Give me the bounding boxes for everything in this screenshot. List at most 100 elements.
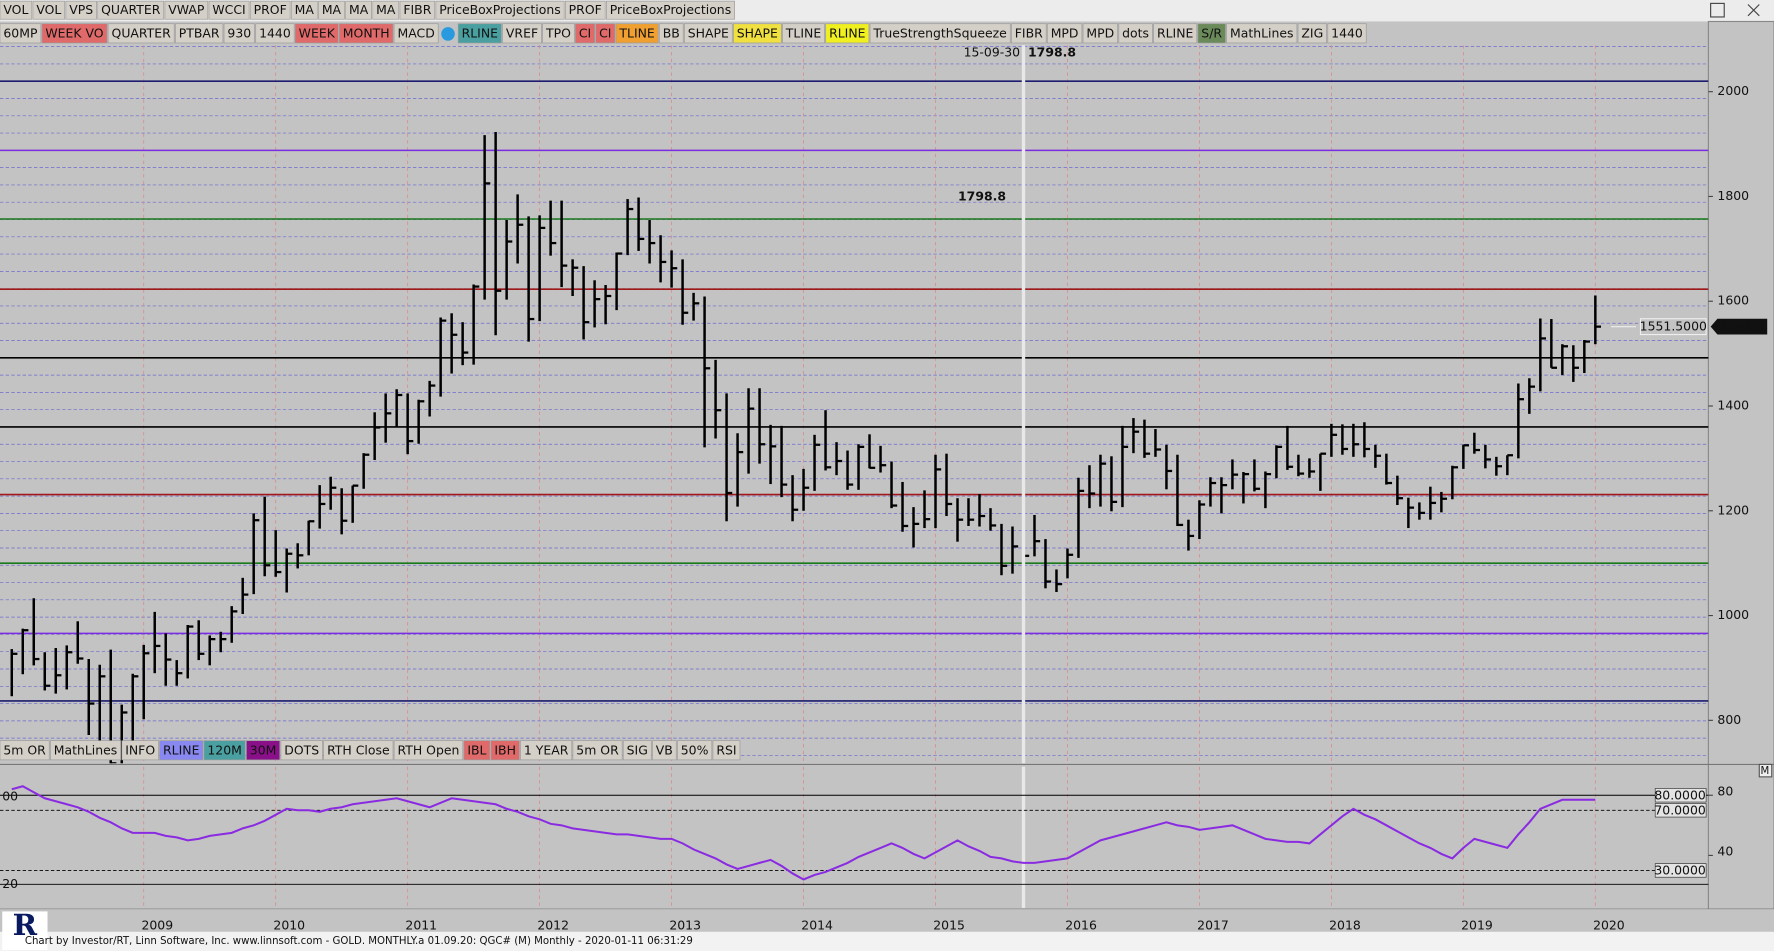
button-label: VOL: [36, 2, 61, 17]
button-label: MPD: [1051, 25, 1079, 40]
toolbar-button[interactable]: [0, 23, 42, 44]
toolbar-button[interactable]: [435, 0, 565, 20]
toolbar-button[interactable]: [595, 23, 616, 44]
toolbar-button[interactable]: [323, 740, 394, 761]
toolbar-button[interactable]: [1046, 23, 1083, 44]
close-button[interactable]: [1747, 4, 1760, 17]
toolbar-button[interactable]: [457, 23, 502, 44]
toolbar-button[interactable]: [65, 0, 97, 20]
level-label: 80.0000: [1654, 787, 1706, 802]
button-label: FIBR: [403, 2, 431, 17]
toolbar-button[interactable]: [869, 23, 1011, 44]
toolbar-button[interactable]: [399, 0, 436, 20]
toolbar-button[interactable]: [605, 0, 735, 20]
toolbar-button[interactable]: [0, 0, 33, 20]
toolbar-button[interactable]: [372, 0, 400, 20]
toolbar-button[interactable]: [1226, 23, 1298, 44]
toolbar-button[interactable]: [782, 23, 825, 44]
toolbar-button[interactable]: [41, 23, 108, 44]
globe-icon[interactable]: [441, 27, 455, 41]
toolbar-button[interactable]: [318, 0, 345, 20]
toolbar-button[interactable]: [249, 0, 291, 20]
toolbar-button[interactable]: [652, 740, 677, 761]
toolbar-button[interactable]: [32, 0, 66, 20]
toolbar-button[interactable]: [520, 740, 573, 761]
toolbar-button[interactable]: [1153, 23, 1198, 44]
toolbar-button[interactable]: [223, 23, 255, 44]
toolbar-button[interactable]: [1197, 23, 1226, 44]
button-label: MathLines: [54, 742, 118, 757]
toolbar-button[interactable]: [733, 23, 782, 44]
toolbar-button[interactable]: [290, 0, 318, 20]
toolbar-button[interactable]: [1118, 23, 1153, 44]
toolbar-button[interactable]: [339, 23, 394, 44]
toolbar-button[interactable]: [107, 23, 175, 44]
toolbar-button[interactable]: [683, 23, 733, 44]
pane-menu[interactable]: [1758, 763, 1773, 778]
button-label: VPS: [69, 2, 93, 17]
toolbar-button[interactable]: [572, 740, 623, 761]
x-tick-label: 2017: [1197, 918, 1229, 933]
level-label-box: [1654, 863, 1707, 878]
last-price-label: 1551.5000: [1640, 319, 1707, 334]
toolbar-button[interactable]: [615, 23, 659, 44]
toolbar-button[interactable]: [502, 23, 542, 44]
button-label: BB: [663, 25, 680, 40]
toolbar-button[interactable]: [208, 0, 250, 20]
last-price-axis-label: 1551.5: [1721, 319, 1765, 334]
footer: Chart by Investor/RT, Linn Software, Inc…: [25, 936, 693, 947]
toolbar-button[interactable]: [345, 0, 372, 20]
toolbar-button[interactable]: [393, 740, 464, 761]
toolbar-button[interactable]: [1011, 23, 1047, 44]
toolbar-button[interactable]: [164, 0, 209, 20]
toolbar-button[interactable]: [825, 23, 870, 44]
toolbar-button[interactable]: [677, 740, 713, 761]
button-label: MA: [322, 2, 342, 17]
button-label: RLINE: [163, 742, 200, 757]
toolbar-button[interactable]: [0, 740, 50, 761]
toolbar-button[interactable]: [1297, 23, 1327, 44]
button-label: PTBAR: [179, 25, 220, 40]
toolbar-button[interactable]: [622, 740, 652, 761]
status-bar: [0, 931, 1774, 951]
logo-letter: R: [13, 907, 38, 942]
x-tick-label: 2018: [1329, 918, 1361, 933]
toolbar-button[interactable]: [542, 23, 575, 44]
toolbar-button[interactable]: [50, 740, 122, 761]
restore-button[interactable]: [1710, 2, 1725, 18]
toolbar-button[interactable]: [97, 0, 165, 20]
toolbar-button[interactable]: [1082, 23, 1118, 44]
toolbar-button[interactable]: [490, 740, 520, 761]
button-label: 50%: [681, 742, 709, 757]
toolbar-button[interactable]: [121, 740, 159, 761]
x-tick-label: 2019: [1461, 918, 1493, 933]
toolbar-button[interactable]: [280, 740, 323, 761]
toolbar-button[interactable]: [159, 740, 204, 761]
toolbar-button[interactable]: [564, 0, 606, 20]
toolbar-button[interactable]: [1327, 23, 1367, 44]
button-label: 1440: [259, 25, 291, 40]
toolbar-button[interactable]: [463, 740, 491, 761]
toolbar-button[interactable]: [712, 740, 741, 761]
button-label: ZIG: [1301, 25, 1323, 40]
x-tick-label: 2011: [405, 918, 437, 933]
y-tick-label: 1600: [1717, 293, 1749, 308]
toolbar-button[interactable]: [393, 23, 439, 44]
toolbar-button[interactable]: [294, 23, 339, 44]
button-label: 60MP: [3, 25, 38, 40]
x-tick-label: 2020: [1593, 918, 1625, 933]
toolbar-button[interactable]: [575, 23, 595, 44]
button-label: SHAPE: [737, 25, 778, 40]
button-label: VB: [656, 742, 673, 757]
toolbar-button[interactable]: [174, 23, 224, 44]
toolbar-button[interactable]: [203, 740, 246, 761]
toolbar-button[interactable]: [255, 23, 295, 44]
button-label: RLINE: [462, 25, 499, 40]
crosshair: [1021, 45, 1026, 764]
level-label-box: [1654, 788, 1707, 803]
level-label-box: [1654, 803, 1707, 818]
toolbar-button[interactable]: [658, 23, 684, 44]
toolbar-button[interactable]: [246, 740, 281, 761]
button-label: TLINE: [618, 25, 655, 40]
